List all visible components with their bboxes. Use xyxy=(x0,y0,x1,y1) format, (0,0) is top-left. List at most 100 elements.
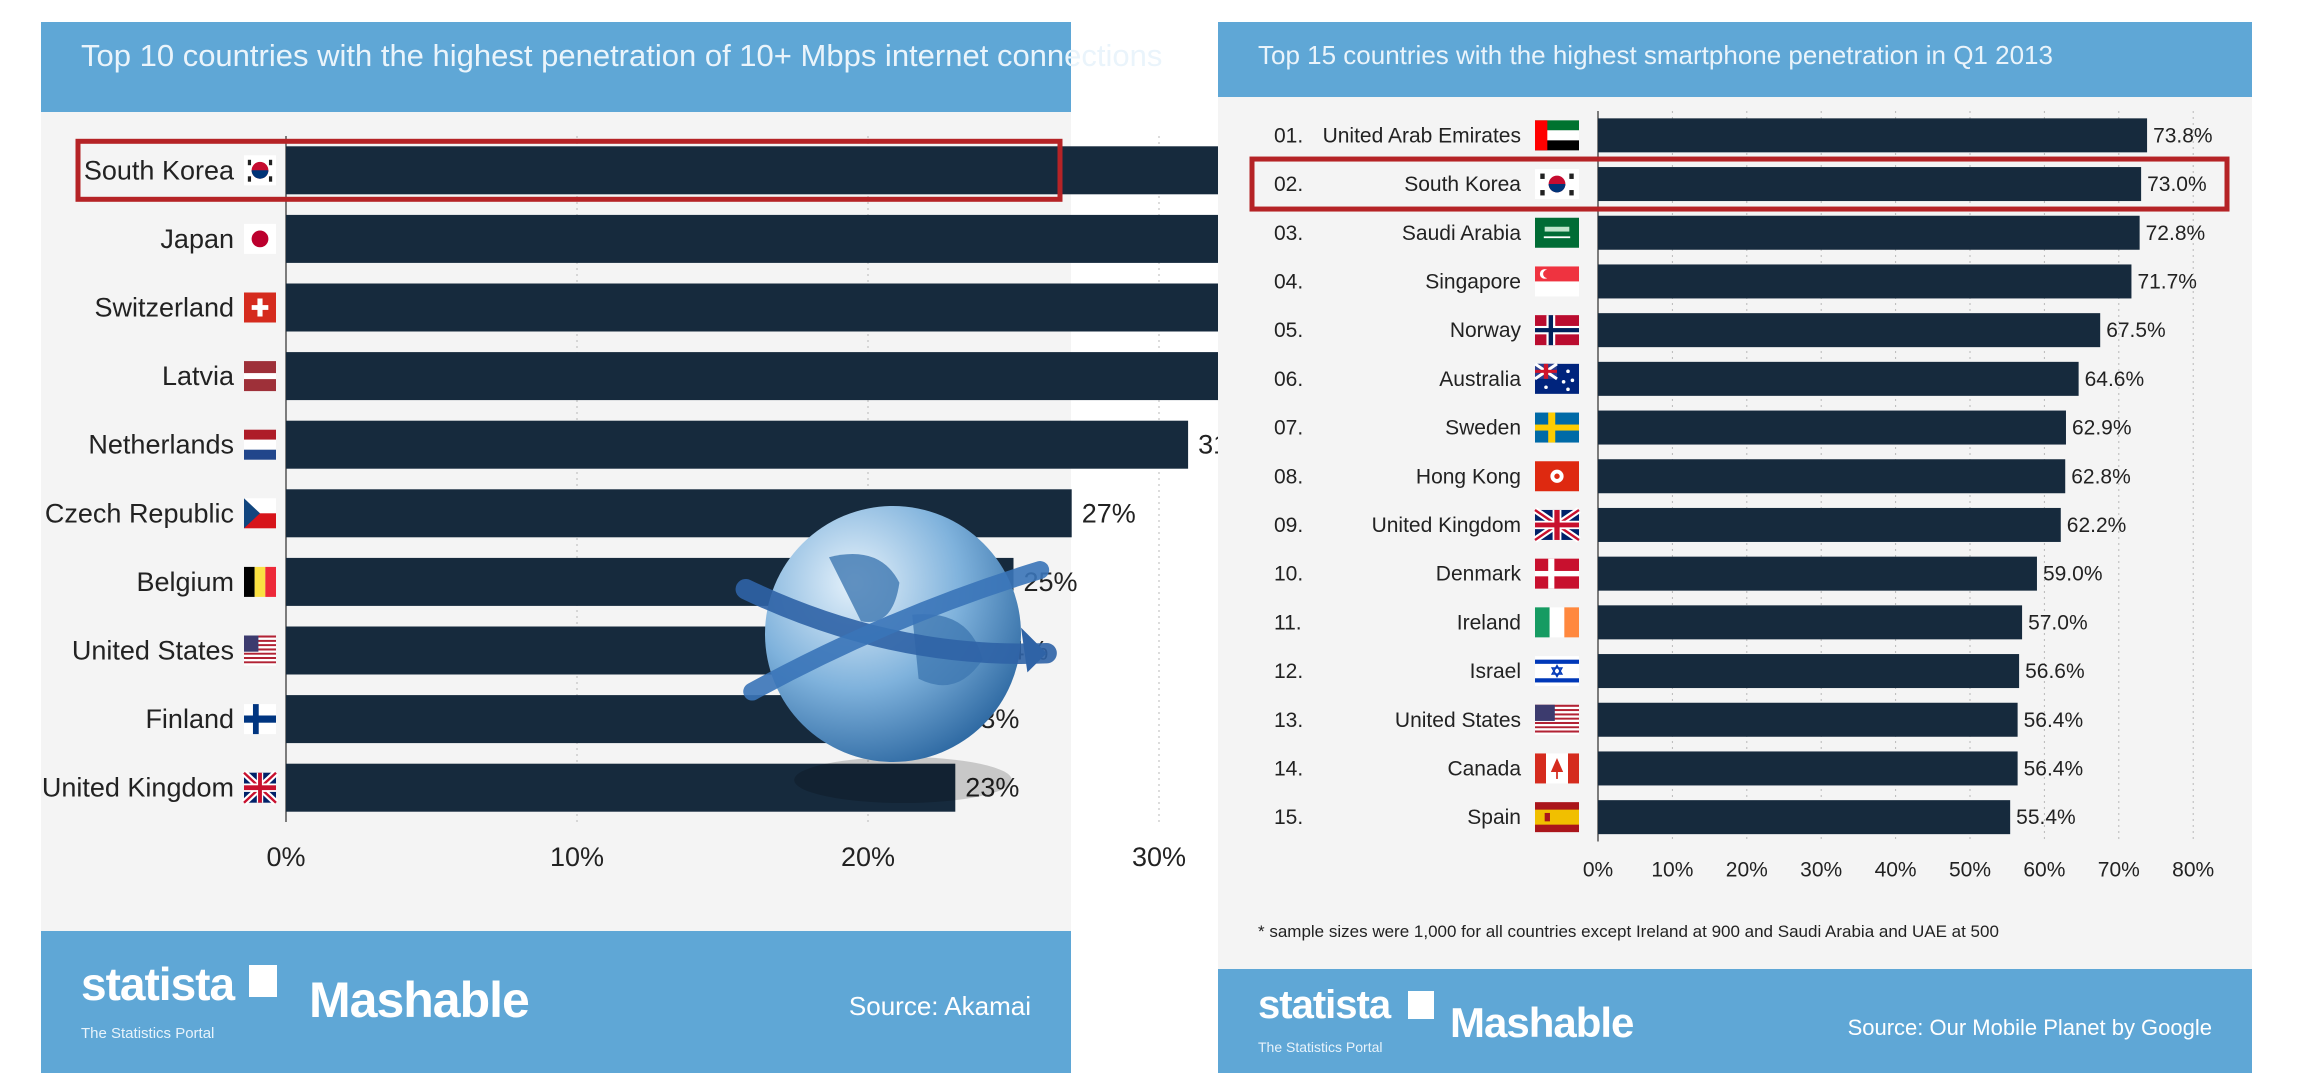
bar-norway xyxy=(1598,313,2101,348)
rank-label: 02. xyxy=(1274,173,1303,196)
category-label: United States xyxy=(1395,709,1521,732)
value-label: 71.7% xyxy=(2137,270,2197,293)
bar-hong-kong xyxy=(1598,459,2066,494)
category-label: United Kingdom xyxy=(1372,514,1521,537)
category-label: Hong Kong xyxy=(1416,465,1521,488)
switzerland-flag-icon xyxy=(244,292,276,323)
united-kingdom-flag-icon xyxy=(1533,507,1581,543)
belgium-flag-icon xyxy=(244,566,276,597)
category-label: Norway xyxy=(1450,319,1522,342)
category-label: Japan xyxy=(160,224,234,254)
statista-mark-icon xyxy=(1408,991,1434,1019)
bar-singapore xyxy=(1598,264,2132,299)
value-label: 62.9% xyxy=(2072,417,2132,440)
category-label: Denmark xyxy=(1436,563,1522,586)
bar-netherlands xyxy=(286,420,1189,469)
x-tick-label: 10% xyxy=(550,842,604,872)
statista-logo: statista xyxy=(1258,983,1391,1027)
rank-label: 08. xyxy=(1274,465,1303,488)
bar-sweden xyxy=(1598,410,2066,445)
bar-denmark xyxy=(1598,556,2037,591)
category-label: Saudi Arabia xyxy=(1402,222,1521,245)
x-tick-label: 50% xyxy=(1949,859,1991,882)
mashable-logo: Mashable xyxy=(309,972,530,1028)
value-label: 55.4% xyxy=(2016,806,2076,829)
value-label: 56.6% xyxy=(2025,660,2085,683)
denmark-flag-icon xyxy=(1535,558,1579,589)
rank-label: 04. xyxy=(1274,270,1303,293)
category-label: Canada xyxy=(1447,757,1521,780)
bar-united-states xyxy=(1598,702,2018,737)
statista-tagline: The Statistics Portal xyxy=(81,1025,215,1042)
south-korea-flag-icon xyxy=(244,155,276,186)
united-states-flag-icon xyxy=(244,635,276,666)
value-label: 73.8% xyxy=(2153,124,2213,147)
hong-kong-flag-icon xyxy=(1535,461,1579,492)
highlight-box xyxy=(1249,156,2230,212)
value-label: 56.4% xyxy=(2024,709,2084,732)
united-kingdom-flag-icon xyxy=(241,770,279,806)
x-tick-label: 80% xyxy=(2172,859,2214,882)
chart-footer: statista The Statistics Portal Mashable … xyxy=(41,931,1071,1073)
value-label: 57.0% xyxy=(2028,611,2088,634)
value-label: 56.4% xyxy=(2024,757,2084,780)
category-label: Spain xyxy=(1467,806,1521,829)
x-tick-label: 0% xyxy=(266,842,305,872)
finland-flag-icon xyxy=(244,704,276,735)
category-label: Belgium xyxy=(136,567,234,597)
x-tick-label: 30% xyxy=(1132,842,1186,872)
chart-header: Top 15 countries with the highest smartp… xyxy=(1218,22,2252,97)
category-label: Latvia xyxy=(162,361,235,391)
rank-label: 05. xyxy=(1274,319,1303,342)
category-label: United Kingdom xyxy=(42,773,234,803)
highlight-box xyxy=(75,138,1063,202)
bar-united-arab-emirates xyxy=(1598,118,2148,153)
bar-chart-internet-speed: 0%10%20%30%40%50%South Korea45%Japan43%S… xyxy=(42,136,1768,872)
value-label: 64.6% xyxy=(2085,368,2145,391)
chart-panel-right: Top 15 countries with the highest smartp… xyxy=(1218,22,2252,1073)
x-tick-label: 60% xyxy=(2023,859,2065,882)
israel-flag-icon xyxy=(1535,656,1579,687)
chart-header: Top 10 countries with the highest penetr… xyxy=(41,22,1162,112)
bar-latvia xyxy=(286,352,1247,401)
chart-footer: statista The Statistics Portal Mashable … xyxy=(1218,969,2252,1073)
category-label: South Korea xyxy=(1404,173,1521,196)
rank-label: 01. xyxy=(1274,124,1303,147)
value-label: 73.0% xyxy=(2147,173,2207,196)
australia-flag-icon xyxy=(1534,362,1579,394)
rank-label: 13. xyxy=(1274,709,1303,732)
x-tick-label: 20% xyxy=(841,842,895,872)
value-label: 72.8% xyxy=(2146,222,2206,245)
rank-label: 12. xyxy=(1274,660,1303,683)
x-tick-label: 40% xyxy=(1875,859,1917,882)
category-label: Czech Republic xyxy=(45,498,234,528)
value-label: 27% xyxy=(1082,498,1136,528)
globe-icon xyxy=(735,506,1057,804)
bar-australia xyxy=(1598,361,2079,396)
rank-label: 06. xyxy=(1274,368,1303,391)
saudi-arabia-flag-icon xyxy=(1535,217,1579,248)
canada-flag-icon xyxy=(1535,753,1579,784)
bar-canada xyxy=(1598,751,2018,786)
x-tick-label: 10% xyxy=(1651,859,1693,882)
value-label: 62.8% xyxy=(2071,465,2131,488)
bar-spain xyxy=(1598,800,2011,835)
value-label: 23% xyxy=(965,773,1019,803)
x-tick-label: 20% xyxy=(1726,859,1768,882)
category-label: Switzerland xyxy=(94,293,234,323)
bar-israel xyxy=(1598,654,2020,689)
bar-switzerland xyxy=(286,283,1363,332)
singapore-flag-icon xyxy=(1535,266,1579,297)
category-label: United Arab Emirates xyxy=(1323,124,1521,147)
category-label: Finland xyxy=(145,704,234,734)
bar-south-korea xyxy=(1598,167,2142,202)
statista-mark-icon xyxy=(249,965,277,997)
rank-label: 03. xyxy=(1274,222,1303,245)
x-tick-label: 70% xyxy=(2098,859,2140,882)
source-label: Source: Akamai xyxy=(848,991,1031,1021)
chart-title: Top 10 countries with the highest penetr… xyxy=(81,38,1163,73)
value-label: 67.5% xyxy=(2106,319,2166,342)
sample-size-note: * sample sizes were 1,000 for all countr… xyxy=(1258,922,1999,941)
united-states-flag-icon xyxy=(1535,704,1579,735)
category-label: Sweden xyxy=(1445,417,1521,440)
